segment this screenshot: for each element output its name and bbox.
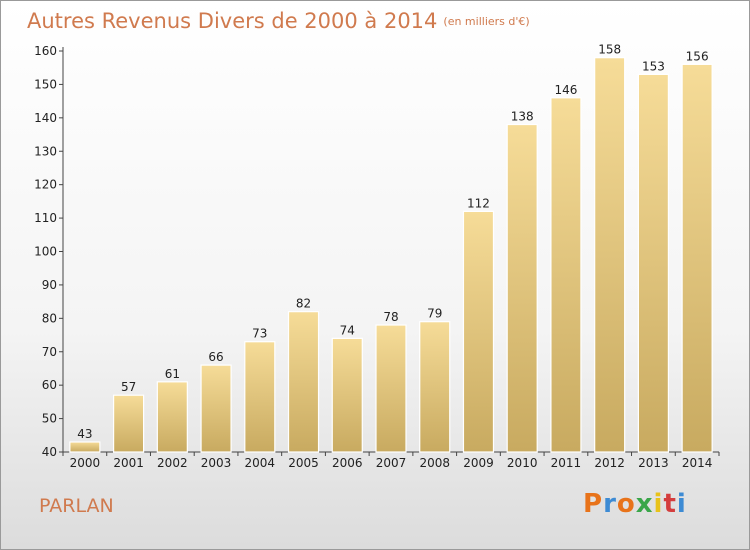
y-tick-label: 40 [42, 445, 57, 459]
logo-letter: o [616, 489, 636, 519]
bar-2007 [375, 324, 407, 453]
x-tick-label-2008: 2008 [419, 456, 450, 470]
x-tick-label-2000: 2000 [70, 456, 101, 470]
proxiti-logo: Proxiti [583, 489, 687, 519]
chart-title-text: Autres Revenus Divers de 2000 à 2014 [27, 9, 438, 33]
y-tick-label: 70 [42, 345, 57, 359]
data-label-2010: 138 [511, 110, 534, 124]
y-tick-label: 60 [42, 378, 57, 392]
logo-letter: r [603, 489, 617, 519]
x-tick-label-2011: 2011 [551, 456, 582, 470]
bar-2010 [506, 123, 538, 453]
logo-letter: P [583, 489, 604, 519]
bar-2004 [244, 341, 276, 453]
data-label-2012: 158 [598, 43, 621, 57]
bar-2006 [331, 337, 363, 453]
x-tick-label-2014: 2014 [682, 456, 713, 470]
logo-letter: i [676, 489, 687, 519]
x-tick-label-2004: 2004 [245, 456, 276, 470]
x-tick-label-2006: 2006 [332, 456, 363, 470]
y-tick-label: 150 [34, 77, 57, 91]
x-tick-label-2003: 2003 [201, 456, 232, 470]
data-label-2004: 73 [252, 327, 267, 341]
x-tick-label-2005: 2005 [288, 456, 319, 470]
y-tick-label: 50 [42, 412, 57, 426]
data-label-2007: 78 [383, 310, 398, 324]
y-tick-label: 140 [34, 111, 57, 125]
bar-2000 [69, 441, 101, 453]
place-name: PARLAN [39, 495, 114, 517]
bar-2008 [419, 321, 451, 453]
y-tick-label: 100 [34, 245, 57, 259]
y-tick-label: 120 [34, 178, 57, 192]
data-label-2011: 146 [554, 83, 577, 97]
y-tick-label: 80 [42, 311, 57, 325]
data-label-2002: 61 [165, 367, 180, 381]
data-label-2006: 74 [340, 323, 355, 337]
chart-axes: 40 50 60 70 80 90 100 110 120 130 140 150 160 2000 200… [34, 44, 720, 470]
chart-bars [69, 57, 713, 453]
bar-2001 [112, 394, 145, 453]
data-label-2013: 153 [642, 59, 665, 73]
y-tick-label: 110 [34, 211, 57, 225]
y-tick-label: 90 [42, 278, 57, 292]
chart-labels: 43 57 61 66 73 82 74 78 79 112 138 146 158 153 156 [77, 43, 708, 441]
bar-2002 [156, 381, 188, 453]
x-tick-label-2001: 2001 [113, 456, 144, 470]
chart-unit: (en milliers d'€) [443, 15, 530, 28]
bar-2012 [594, 57, 626, 453]
chart-title: Autres Revenus Divers de 2000 à 2014 (en … [27, 9, 530, 33]
y-tick-label: 130 [34, 144, 57, 158]
x-tick-label-2002: 2002 [157, 456, 188, 470]
bar-2003 [200, 364, 232, 453]
data-label-2009: 112 [467, 196, 490, 210]
data-label-2000: 43 [77, 427, 92, 441]
x-tick-label-2007: 2007 [376, 456, 407, 470]
bar-2011 [550, 97, 582, 453]
bar-2009 [462, 210, 495, 453]
data-label-2008: 79 [427, 307, 442, 321]
data-label-2003: 66 [208, 350, 223, 364]
data-label-2005: 82 [296, 297, 311, 311]
y-tick-label: 160 [34, 44, 57, 58]
bar-2013 [637, 73, 670, 453]
bar-2014 [681, 63, 713, 453]
x-tick-label-2009: 2009 [463, 456, 494, 470]
bar-2005 [287, 311, 320, 453]
x-tick-label-2012: 2012 [594, 456, 625, 470]
x-tick-label-2010: 2010 [507, 456, 538, 470]
x-tick-label-2013: 2013 [638, 456, 669, 470]
logo-letter: t [663, 489, 677, 519]
logo-letter: i [653, 489, 664, 519]
data-label-2014: 156 [686, 49, 709, 63]
logo-letter: x [635, 489, 654, 519]
data-label-2001: 57 [121, 380, 136, 394]
